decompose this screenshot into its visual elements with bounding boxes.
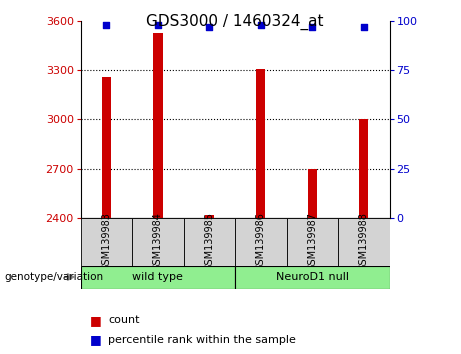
Point <box>308 24 316 30</box>
Bar <box>132 218 183 266</box>
Point <box>206 24 213 30</box>
Bar <box>359 119 368 354</box>
Text: ■: ■ <box>90 314 101 327</box>
Bar <box>256 69 266 354</box>
Text: count: count <box>108 315 140 325</box>
Text: GSM139985: GSM139985 <box>204 212 214 271</box>
Text: GSM139986: GSM139986 <box>256 212 266 271</box>
Text: NeuroD1 null: NeuroD1 null <box>276 272 349 282</box>
Text: genotype/variation: genotype/variation <box>5 272 104 282</box>
Bar <box>183 218 235 266</box>
Text: percentile rank within the sample: percentile rank within the sample <box>108 335 296 345</box>
Text: ■: ■ <box>90 333 101 346</box>
Bar <box>81 218 132 266</box>
Bar <box>307 170 317 354</box>
Text: GSM139987: GSM139987 <box>307 212 317 271</box>
Bar <box>235 218 287 266</box>
Bar <box>205 215 214 354</box>
Point <box>154 22 161 28</box>
Bar <box>338 218 390 266</box>
Point <box>103 22 110 28</box>
Bar <box>102 77 111 354</box>
Point <box>360 24 367 30</box>
Bar <box>287 218 338 266</box>
Text: wild type: wild type <box>132 272 183 282</box>
Point <box>257 22 265 28</box>
Bar <box>81 266 235 289</box>
Bar <box>153 33 163 354</box>
Text: GSM139984: GSM139984 <box>153 212 163 271</box>
Text: GSM139983: GSM139983 <box>101 212 112 271</box>
Bar <box>235 266 390 289</box>
Text: GDS3000 / 1460324_at: GDS3000 / 1460324_at <box>146 14 324 30</box>
Text: GSM139988: GSM139988 <box>359 212 369 271</box>
